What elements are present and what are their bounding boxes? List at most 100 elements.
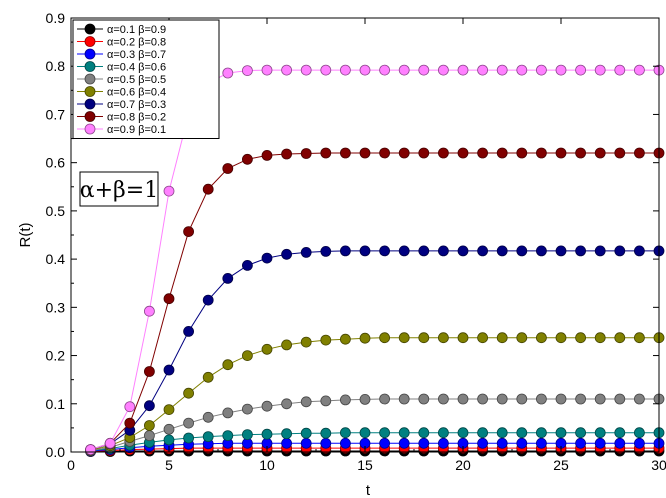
data-point	[457, 332, 469, 344]
data-point	[398, 332, 410, 344]
x-tick-label: 10	[259, 457, 275, 473]
data-point	[516, 64, 528, 76]
data-point	[477, 332, 489, 344]
data-point	[379, 427, 391, 439]
data-point	[575, 427, 586, 439]
y-axis-title: R(t)	[17, 223, 34, 248]
data-point	[634, 393, 645, 405]
data-point	[477, 245, 489, 257]
legend-item: α=0.2 β=0.8	[77, 36, 166, 49]
data-point	[496, 437, 508, 449]
data-point	[437, 437, 449, 449]
legend-item: α=0.3 β=0.7	[77, 48, 166, 61]
legend-label: α=0.5 β=0.5	[107, 74, 166, 86]
data-point	[359, 427, 371, 439]
data-point	[516, 427, 528, 439]
data-point	[594, 64, 606, 76]
legend-label: α=0.1 β=0.9	[107, 24, 166, 36]
data-point	[437, 427, 449, 439]
data-point	[477, 437, 489, 449]
data-point	[536, 245, 547, 257]
data-point	[536, 393, 547, 405]
data-point	[339, 333, 351, 345]
data-point	[183, 417, 195, 429]
data-point	[457, 64, 469, 76]
data-point	[398, 427, 410, 439]
data-point	[163, 434, 175, 446]
legend-marker	[84, 111, 96, 122]
data-point	[536, 147, 547, 159]
legend-label: α=0.7 β=0.3	[107, 99, 166, 111]
data-point	[202, 294, 214, 306]
legend-item: α=0.1 β=0.9	[77, 23, 166, 36]
y-tick-label: 0.3	[46, 299, 66, 315]
data-point	[143, 366, 155, 377]
legend-marker	[84, 61, 96, 72]
y-tick-label: 0.4	[46, 251, 66, 267]
y-tick-label: 0.0	[46, 444, 66, 460]
data-point	[339, 437, 351, 449]
data-point	[398, 147, 410, 159]
data-point	[634, 437, 645, 449]
series-layer	[85, 64, 665, 457]
data-point	[379, 147, 391, 159]
legend-marker	[84, 73, 96, 85]
data-point	[418, 245, 430, 257]
data-point	[496, 245, 508, 257]
data-point	[143, 305, 155, 317]
data-point	[222, 163, 234, 174]
y-tick-label: 0.8	[46, 58, 66, 74]
data-point	[261, 64, 273, 76]
data-point	[437, 245, 449, 257]
legend-label: α=0.8 β=0.2	[107, 112, 166, 124]
data-point	[418, 393, 430, 405]
data-point	[555, 64, 567, 76]
data-point	[594, 437, 606, 449]
data-point	[594, 393, 606, 405]
series-line	[90, 250, 659, 451]
data-point	[281, 64, 293, 76]
data-point	[379, 245, 391, 257]
data-point	[300, 336, 312, 348]
series-6	[85, 332, 665, 456]
data-point	[359, 245, 371, 257]
data-point	[614, 437, 626, 449]
data-point	[104, 437, 116, 449]
series-line	[90, 442, 659, 452]
data-point	[241, 259, 253, 271]
data-point	[379, 332, 391, 344]
data-point	[163, 185, 175, 197]
data-point	[379, 64, 391, 76]
data-point	[516, 147, 528, 159]
y-tick-label: 0.9	[46, 10, 66, 26]
x-tick-label: 25	[553, 457, 569, 473]
legend-marker	[84, 86, 96, 97]
data-point	[281, 148, 293, 160]
legend-label: α=0.6 β=0.4	[107, 87, 166, 99]
legend-label: α=0.9 β=0.1	[107, 124, 166, 136]
data-point	[457, 147, 469, 159]
data-point	[437, 393, 449, 405]
data-point	[437, 147, 449, 159]
data-point	[143, 420, 155, 431]
legend-item: α=0.5 β=0.5	[77, 73, 166, 86]
data-point	[320, 427, 332, 439]
data-point	[359, 393, 371, 405]
legend-label: α=0.2 β=0.8	[107, 37, 166, 49]
data-point	[379, 393, 391, 405]
data-point	[457, 245, 469, 257]
data-point	[634, 427, 645, 439]
data-point	[398, 437, 410, 449]
data-point	[634, 147, 645, 159]
data-point	[339, 427, 351, 439]
data-point	[477, 147, 489, 159]
y-tick-label: 0.7	[46, 106, 66, 122]
data-point	[339, 245, 351, 257]
data-point	[124, 417, 136, 429]
legend-item: α=0.4 β=0.6	[77, 61, 166, 74]
data-point	[536, 332, 547, 344]
legend-marker	[84, 48, 96, 60]
data-point	[320, 334, 332, 346]
data-point	[261, 428, 273, 440]
